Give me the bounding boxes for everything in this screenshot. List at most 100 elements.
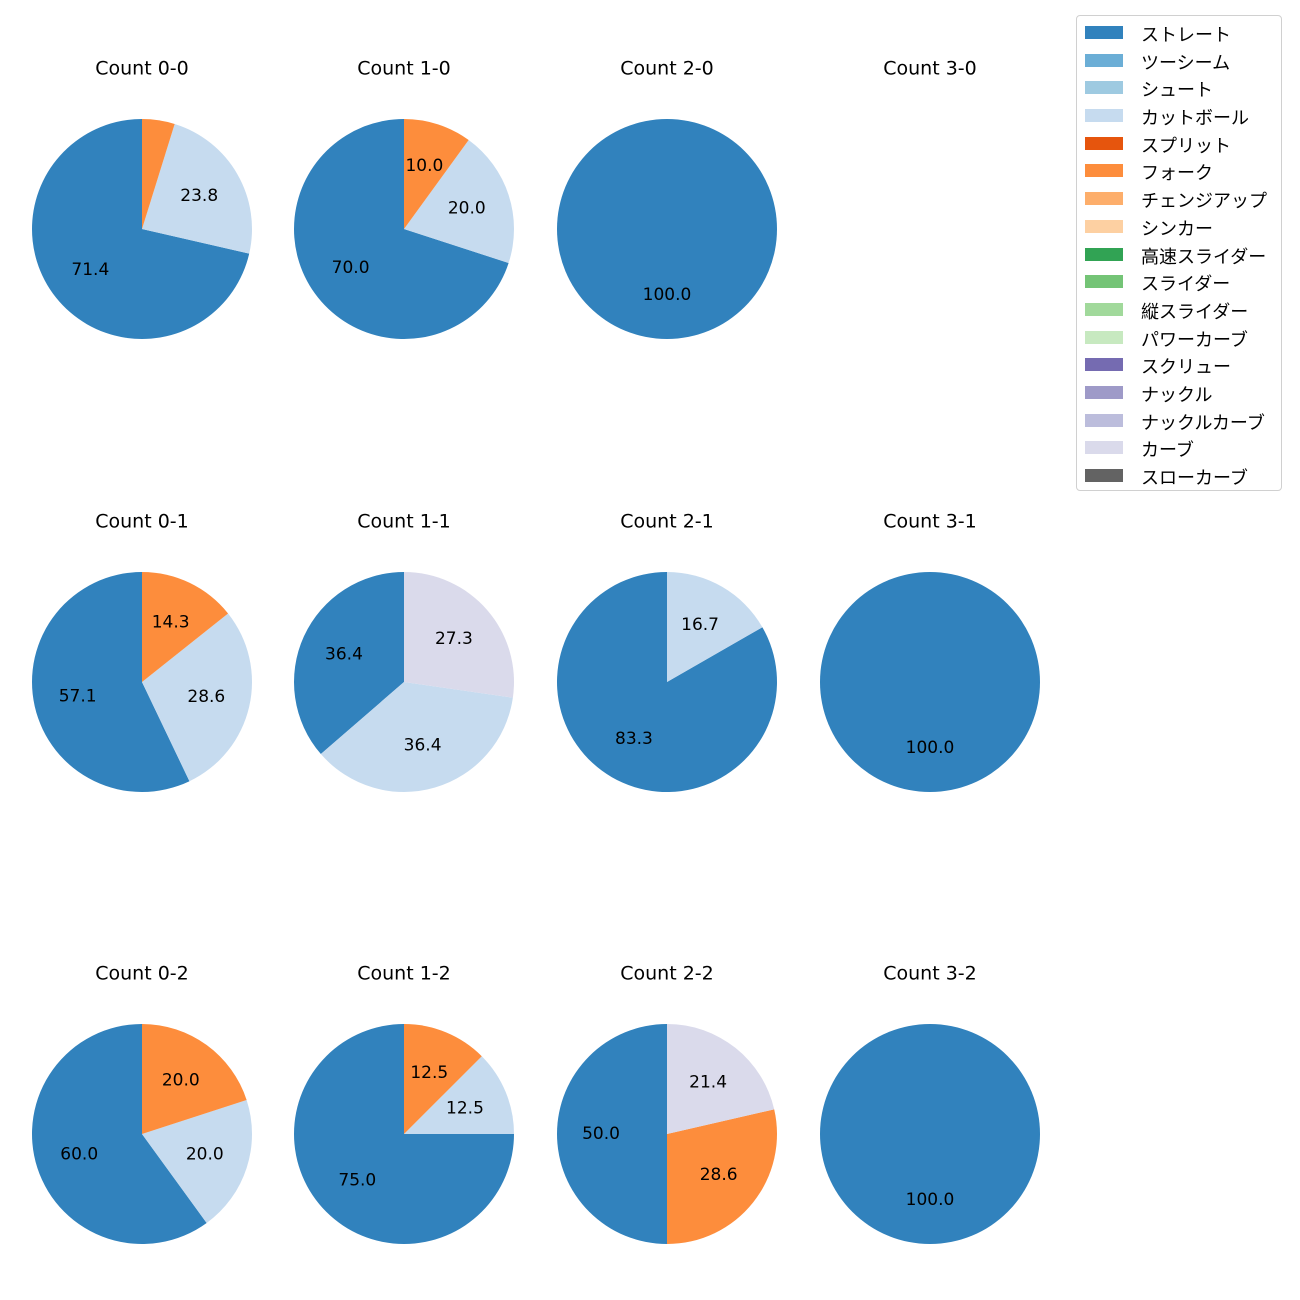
pie-slice (293, 119, 509, 339)
legend-label: ツーシーム (1141, 52, 1231, 74)
legend-item: パワーカーブ (1077, 323, 1281, 351)
pie-count-2-1: Count 2-1 83.3 16.7 (556, 511, 777, 792)
pie-slice (142, 572, 229, 682)
pie-data-label: 27.3 (435, 629, 473, 649)
legend-swatch (1085, 26, 1123, 39)
pie-data-label: 36.4 (325, 645, 363, 665)
legend-item: スライダー (1077, 267, 1281, 295)
pie-count-3-0: Count 3-0 (883, 58, 977, 80)
legend-item: ナックル (1077, 378, 1281, 406)
pie-slice (404, 140, 515, 263)
legend-swatch (1085, 164, 1123, 178)
pie-data-label: 75.0 (338, 1171, 376, 1191)
legend-swatch (1085, 247, 1123, 261)
pie-title: Count 1-1 (357, 511, 451, 533)
pie-slice (142, 1024, 247, 1134)
pie-data-label: 100.0 (906, 1190, 955, 1210)
pie-slice (320, 682, 513, 792)
pie-title: Count 1-2 (357, 963, 451, 985)
legend-item: チェンジアップ (1077, 184, 1281, 212)
legend-swatch (1085, 136, 1123, 150)
pie-count-1-1: Count 1-1 36.4 36.4 27.3 (294, 511, 514, 792)
pie-slice (667, 1109, 777, 1244)
legend-item: 縦スライダー (1077, 295, 1281, 323)
pie-slice (142, 613, 252, 782)
pie-title: Count 3-2 (883, 963, 977, 985)
pie-slice (404, 1024, 482, 1134)
legend-label: スライダー (1141, 274, 1231, 296)
legend-item: シンカー (1077, 212, 1281, 240)
legend-item: ツーシーム (1077, 46, 1281, 74)
legend-label: シンカー (1141, 218, 1213, 240)
legend-swatch (1085, 81, 1123, 95)
legend-swatch (1085, 53, 1123, 67)
legend-item: スローカーブ (1077, 461, 1281, 489)
legend-swatch (1085, 385, 1123, 399)
pie-slice (820, 1024, 1040, 1244)
legend-item: 高速スライダー (1077, 240, 1281, 268)
pie-data-label: 28.6 (700, 1165, 738, 1185)
legend-swatch (1085, 358, 1123, 372)
legend-item: フォーク (1077, 156, 1281, 184)
pie-data-label: 60.0 (60, 1144, 98, 1164)
legend-label: カーブ (1141, 440, 1194, 462)
pie-slice (142, 123, 253, 254)
pie-data-label: 12.5 (446, 1099, 484, 1119)
pie-slice (294, 572, 404, 755)
pie-title: Count 2-1 (620, 511, 714, 533)
pie-slice (667, 1024, 775, 1134)
pie-slice (557, 119, 777, 339)
pie-data-label: 20.0 (448, 199, 486, 219)
pie-data-label: 23.8 (180, 186, 218, 206)
legend-label: ストレート (1141, 25, 1231, 46)
legend-swatch (1085, 330, 1123, 344)
pie-slice (404, 119, 469, 229)
legend-label: スローカーブ (1141, 468, 1248, 489)
pie-count-0-1: Count 0-1 57.1 28.6 14.3 (32, 511, 252, 793)
pie-title: Count 2-2 (620, 963, 714, 985)
pie-data-label: 36.4 (404, 735, 442, 755)
pie-slice (31, 1024, 207, 1244)
legend-swatch (1085, 441, 1123, 455)
legend-label: チェンジアップ (1141, 191, 1267, 213)
pie-title: Count 0-1 (95, 511, 189, 533)
pie-slice (32, 572, 190, 793)
pie-data-label: 21.4 (689, 1072, 727, 1092)
pie-data-label: 71.4 (71, 260, 109, 280)
legend-label: カットボール (1141, 108, 1249, 130)
legend: ストレートツーシームシュートカットボール スプリットフォークチェンジアップ シンカー… (1076, 15, 1282, 491)
pie-slice (557, 1024, 667, 1244)
pie-data-label: 28.6 (187, 687, 225, 707)
pie-count-1-2: Count 1-2 75.0 12.5 12.5 (294, 963, 514, 1244)
pie-title: Count 2-0 (620, 58, 714, 80)
pie-slice (404, 572, 514, 698)
legend-swatch (1085, 302, 1123, 316)
legend-label: フォーク (1141, 163, 1213, 185)
legend-label: スプリット (1141, 135, 1231, 157)
legend-label: パワーカーブ (1141, 329, 1248, 351)
pie-title: Count 0-0 (95, 58, 189, 80)
legend-label: シュート (1141, 80, 1213, 102)
legend-label: 高速スライダー (1141, 246, 1267, 268)
pie-data-label: 10.0 (405, 156, 443, 176)
pie-count-3-1: Count 3-1 100.0 (820, 511, 1040, 792)
pie-slice (667, 572, 763, 682)
pie-data-label: 16.7 (681, 615, 719, 635)
pie-count-0-2: Count 0-2 60.0 20.0 20.0 (31, 963, 252, 1244)
pie-data-label: 20.0 (186, 1144, 224, 1164)
pie-data-label: 100.0 (906, 738, 955, 758)
legend-item: カーブ (1077, 433, 1281, 461)
legend-label: ナックル (1141, 384, 1213, 406)
pie-count-2-2: Count 2-2 50.0 28.6 21.4 (557, 963, 777, 1244)
legend-item: スプリット (1077, 129, 1281, 157)
pie-slice (31, 119, 250, 339)
pie-title: Count 3-0 (883, 58, 977, 80)
pie-slice (142, 1100, 252, 1223)
legend-swatch (1085, 219, 1123, 233)
pie-count-1-0: Count 1-0 70.0 20.0 10.0 (293, 58, 515, 339)
pie-data-label: 20.0 (162, 1071, 200, 1091)
legend-swatch (1085, 109, 1123, 123)
legend-item: ストレート (1077, 18, 1281, 46)
pie-data-label: 12.5 (410, 1063, 448, 1083)
